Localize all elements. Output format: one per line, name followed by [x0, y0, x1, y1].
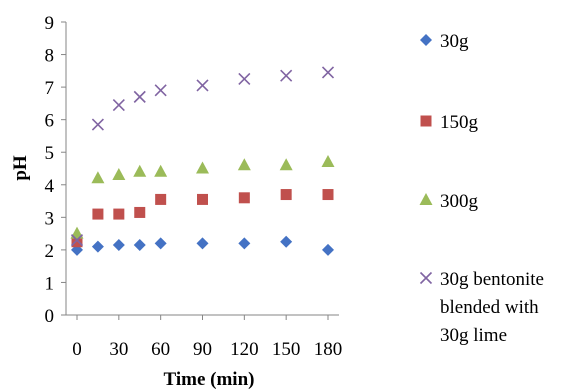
legend-label: 300g	[440, 191, 479, 212]
y-tick-label: 5	[45, 143, 55, 164]
data-point	[133, 90, 146, 103]
data-point	[237, 158, 251, 171]
series-3	[70, 66, 335, 247]
data-point	[113, 208, 125, 220]
y-tick-label: 1	[45, 273, 55, 294]
y-tick-label: 0	[45, 306, 55, 327]
x-tick-label: 90	[193, 339, 212, 360]
y-tick-label: 9	[45, 13, 55, 34]
legend-label: 150g	[440, 112, 479, 133]
data-point	[92, 208, 104, 220]
y-tick-label: 3	[45, 208, 55, 229]
data-point	[279, 158, 293, 171]
series-0	[71, 235, 334, 256]
y-tick-label: 4	[45, 176, 55, 197]
data-point	[321, 154, 335, 167]
data-point	[280, 69, 293, 82]
data-point	[196, 161, 209, 174]
data-point	[196, 237, 209, 250]
legend-item: 30g bentonite blended with 30g lime	[419, 269, 544, 346]
legend-marker	[420, 115, 432, 127]
y-tick-label: 7	[45, 78, 55, 99]
data-point	[238, 192, 250, 204]
legend-marker	[419, 271, 433, 285]
data-point	[280, 189, 292, 201]
data-point	[154, 164, 168, 177]
data-point	[70, 234, 84, 247]
y-tick-label: 6	[45, 111, 55, 132]
data-point	[112, 239, 125, 252]
data-markers	[70, 66, 335, 256]
data-point	[154, 84, 167, 97]
legend-item: 150g	[420, 112, 479, 133]
legend-label: blended with	[440, 297, 539, 318]
series-2	[70, 154, 335, 239]
data-point	[196, 79, 209, 92]
data-point	[322, 189, 334, 201]
data-point	[70, 226, 84, 239]
data-point	[238, 72, 251, 86]
y-axis-title: pH	[10, 155, 31, 181]
legend-marker	[419, 193, 433, 205]
x-tick-label: 60	[151, 339, 170, 360]
data-point	[91, 240, 104, 253]
legend-item: 30g	[420, 31, 469, 52]
y-tick-label: 8	[45, 46, 55, 67]
series-1	[71, 189, 334, 248]
x-axis-title: Time (min)	[164, 369, 255, 390]
data-point	[154, 237, 167, 250]
data-point	[91, 171, 105, 184]
y-tick-label: 2	[45, 241, 55, 262]
data-point	[155, 193, 167, 205]
data-point	[134, 206, 146, 218]
x-tick-label: 0	[72, 339, 82, 360]
data-point	[238, 237, 251, 250]
data-point	[112, 98, 125, 112]
data-point	[91, 118, 104, 131]
legend-label: 30g lime	[440, 325, 507, 346]
data-point	[197, 193, 208, 205]
data-point	[133, 164, 147, 177]
data-point	[321, 66, 335, 79]
legend-label: 30g	[440, 31, 469, 52]
data-point	[322, 243, 334, 256]
data-point	[280, 235, 293, 248]
x-tick-label: 180	[314, 339, 343, 360]
x-tick-label: 150	[272, 339, 301, 360]
legend-label: 30g bentonite	[440, 269, 544, 290]
data-point	[133, 239, 146, 252]
x-tick-label: 120	[230, 339, 259, 360]
data-point	[112, 168, 126, 181]
x-tick-label: 30	[109, 339, 128, 360]
legend-marker	[420, 34, 432, 46]
data-point	[71, 236, 83, 248]
legend-item: 300g	[419, 191, 479, 212]
